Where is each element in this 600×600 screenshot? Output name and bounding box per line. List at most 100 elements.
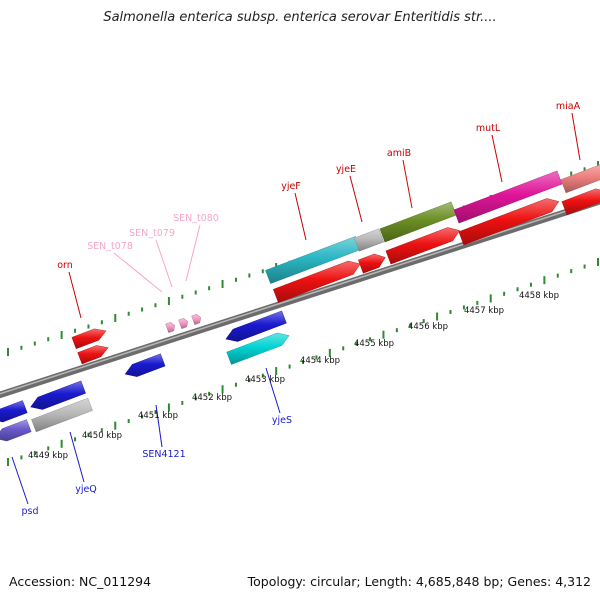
kbp-label: 4450 kbp: [82, 431, 122, 441]
upper-tick: [127, 311, 130, 316]
gene-labels[interactable]: orn SEN_t078 SEN_t079 SEN_t080 yjeF yjeE amiB m…: [21, 101, 580, 517]
lower-tick: [315, 355, 318, 360]
gene-red-3-shade: [386, 227, 460, 264]
leader-miaA: [571, 112, 581, 161]
gene-label-yjeF[interactable]: yjeF: [281, 181, 301, 192]
gene-mutL-shade: [454, 171, 562, 223]
leader-yjeS: [265, 367, 281, 414]
gene-blue-2-shade: [226, 311, 287, 342]
upper-tick: [60, 331, 63, 339]
lower-tick: [20, 455, 23, 460]
upper-tick: [181, 294, 184, 299]
upper-tick: [33, 341, 36, 346]
lower-tick: [516, 287, 519, 292]
kbp-label: 4449 kbp: [28, 451, 68, 461]
lower-tick: [342, 346, 345, 351]
lower-tick: [462, 305, 465, 310]
kbp-label: 4458 kbp: [519, 291, 559, 301]
upper-tick: [47, 337, 50, 342]
sequence-backbone: [0, 197, 600, 399]
leader-psd: [11, 456, 29, 505]
upper-tick: [248, 273, 251, 278]
upper-tick: [194, 290, 197, 295]
gene-red-2-shade: [358, 254, 386, 274]
gene-orn-2-shade: [77, 345, 108, 364]
lower-tick: [449, 310, 452, 314]
kbp-label: 4456 kbp: [408, 322, 448, 332]
trna-SEN_t078-shade: [165, 322, 175, 333]
gene-label-yjeQ[interactable]: yjeQ: [75, 484, 97, 495]
leader-yjeQ: [69, 431, 85, 483]
upper-tick: [141, 307, 144, 312]
lower-tick: [382, 330, 385, 339]
kbp-label: 4454 kbp: [300, 356, 340, 366]
lower-tick-track: [7, 258, 599, 466]
accession-label: Accession: NC_011294: [9, 574, 152, 589]
kbp-scale-labels: 4449 kbp 4450 kbp 4451 kbp 4452 kbp 4453 kbp…: [28, 291, 559, 461]
lower-tick: [261, 373, 264, 378]
gene-yjeQ-strand-shade: [30, 381, 86, 410]
upper-tick: [221, 280, 224, 288]
upper-tick: [87, 324, 90, 329]
genome-summary: Topology: circular; Length: 4,685,848 bp…: [247, 574, 591, 589]
kbp-label: 4452 kbp: [192, 393, 232, 403]
lower-tick: [570, 269, 573, 274]
label-leaders: [11, 112, 581, 505]
lower-tick: [409, 323, 412, 328]
leader-yjeE: [349, 175, 363, 223]
lower-tick: [194, 396, 197, 401]
gene-SEN4121-shade: [125, 353, 165, 377]
gene-label-SEN_t080[interactable]: SEN_t080: [173, 213, 219, 224]
gene-label-mutL[interactable]: mutL: [476, 123, 501, 134]
gene-yjeE-shade: [354, 228, 384, 252]
lower-tick: [167, 403, 170, 412]
upper-tick: [234, 277, 237, 282]
gene-label-amiB[interactable]: amiB: [387, 148, 411, 159]
lower-tick: [395, 328, 398, 333]
upper-tick: [20, 345, 23, 350]
gene-label-yjeE[interactable]: yjeE: [336, 164, 356, 175]
lower-tick: [208, 391, 211, 396]
gene-label-SEN4121[interactable]: SEN4121: [142, 449, 185, 460]
gene-yjeQ-shade: [31, 398, 93, 432]
upper-tick: [261, 269, 264, 274]
lower-tick: [302, 360, 304, 364]
leader-SEN_t080: [185, 224, 201, 282]
lower-tick: [275, 367, 278, 376]
genome-title: Salmonella enterica subsp. enterica sero…: [103, 10, 497, 25]
upper-tick: [154, 303, 157, 308]
lower-tick: [529, 282, 532, 287]
upper-tick: [167, 297, 170, 305]
lower-tick: [221, 385, 224, 394]
lower-tick: [556, 273, 559, 278]
lower-tick: [47, 446, 50, 451]
gene-label-orn[interactable]: orn: [57, 260, 73, 271]
lower-tick: [489, 294, 492, 303]
trna-SEN_t080-shade: [191, 314, 201, 325]
upper-tick: [597, 161, 599, 169]
leader-amiB: [402, 159, 413, 209]
gene-features[interactable]: [0, 163, 600, 442]
gene-label-SEN_t079[interactable]: SEN_t079: [129, 228, 175, 239]
upper-tick: [100, 320, 103, 325]
kbp-label: 4455 kbp: [354, 339, 394, 349]
gene-label-SEN_t078[interactable]: SEN_t078: [87, 241, 133, 252]
lower-tick: [114, 421, 117, 430]
kbp-label: 4453 kbp: [245, 375, 285, 385]
lower-tick: [181, 400, 184, 405]
gene-yjeF-shade: [265, 236, 361, 284]
gene-label-miaA[interactable]: miaA: [556, 101, 581, 112]
lower-tick: [60, 439, 63, 448]
lower-tick: [288, 364, 291, 369]
lower-tick: [154, 410, 157, 414]
gene-red-4-shade: [458, 198, 559, 245]
upper-tick: [7, 348, 9, 356]
gene-label-psd[interactable]: psd: [21, 506, 38, 517]
leader-mutL: [491, 134, 503, 183]
lower-tick: [234, 382, 237, 387]
lower-tick: [74, 437, 77, 442]
lower-tick: [369, 337, 372, 342]
lower-tick: [476, 300, 479, 305]
gene-label-yjeS[interactable]: yjeS: [272, 415, 292, 426]
